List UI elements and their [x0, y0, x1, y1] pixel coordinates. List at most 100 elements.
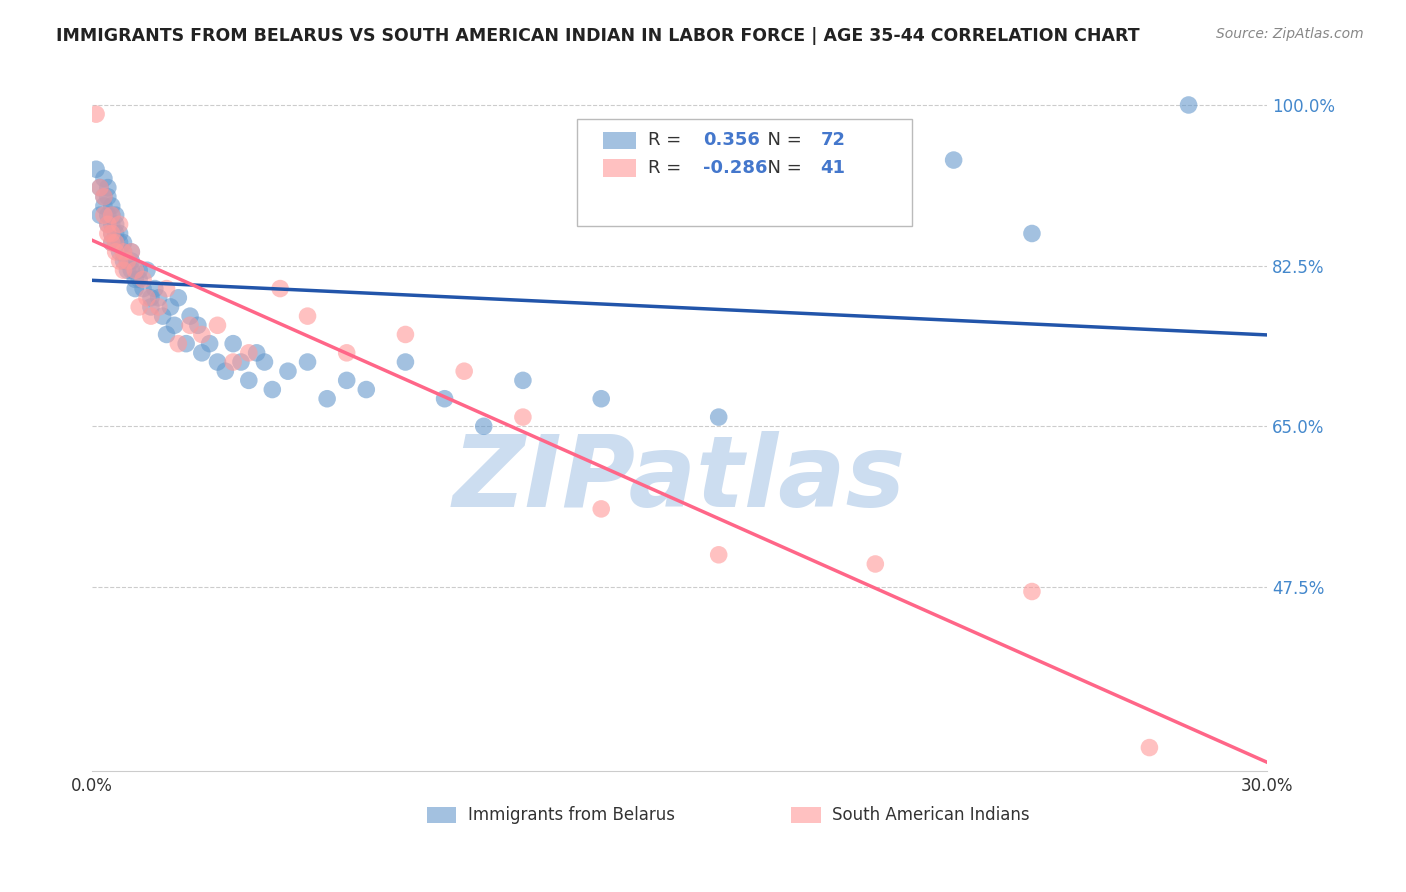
Point [97, 180, 120, 194]
Point [93, 190, 115, 204]
Point [97, 217, 120, 231]
Point [591, 392, 613, 406]
Point [222, 336, 245, 351]
Point [97, 190, 120, 204]
Text: Source: ZipAtlas.com: Source: ZipAtlas.com [1216, 27, 1364, 41]
Point [128, 300, 150, 314]
Point [1139, 740, 1161, 755]
Point [207, 355, 229, 369]
Point [336, 346, 359, 360]
Point [112, 235, 135, 250]
Point [100, 217, 122, 231]
Point [112, 254, 135, 268]
Point [207, 318, 229, 333]
Point [512, 410, 534, 425]
Point [97, 208, 120, 222]
Point [112, 244, 135, 259]
Point [117, 254, 139, 268]
Point [104, 208, 127, 222]
Text: N =: N = [756, 159, 807, 177]
Point [100, 199, 122, 213]
Point [942, 153, 965, 167]
Point [148, 291, 170, 305]
Text: 72: 72 [821, 131, 845, 149]
Point [84, 162, 107, 177]
Point [277, 364, 299, 378]
Point [253, 355, 276, 369]
Point [139, 291, 162, 305]
Point [174, 336, 197, 351]
Point [120, 244, 142, 259]
Point [97, 227, 120, 241]
Point [108, 235, 131, 250]
Point [179, 309, 201, 323]
Point [148, 300, 170, 314]
Point [238, 373, 260, 387]
Point [167, 291, 190, 305]
Point [132, 282, 155, 296]
Point [128, 272, 150, 286]
Point [394, 355, 416, 369]
Point [707, 548, 730, 562]
Point [128, 263, 150, 277]
Point [246, 346, 269, 360]
Point [100, 208, 122, 222]
Point [139, 309, 162, 323]
FancyBboxPatch shape [578, 119, 912, 227]
FancyBboxPatch shape [603, 131, 636, 149]
Point [198, 336, 221, 351]
Text: -0.286: -0.286 [703, 159, 768, 177]
Point [89, 208, 111, 222]
Point [262, 383, 284, 397]
Point [238, 346, 260, 360]
Point [1021, 227, 1043, 241]
Point [112, 263, 135, 277]
Point [433, 392, 456, 406]
Point [97, 217, 120, 231]
Point [179, 318, 201, 333]
Point [93, 208, 115, 222]
Text: Immigrants from Belarus: Immigrants from Belarus [468, 805, 675, 824]
Point [707, 410, 730, 425]
Point [112, 244, 135, 259]
Point [865, 557, 887, 571]
Point [100, 208, 122, 222]
Point [132, 272, 155, 286]
FancyBboxPatch shape [427, 807, 457, 822]
Point [100, 227, 122, 241]
Point [155, 282, 177, 296]
Point [100, 235, 122, 250]
Point [1177, 98, 1199, 112]
Text: R =: R = [648, 131, 686, 149]
Point [124, 263, 146, 277]
Point [591, 502, 613, 516]
Point [472, 419, 495, 434]
Point [100, 227, 122, 241]
Point [100, 235, 122, 250]
Point [453, 364, 475, 378]
Point [167, 336, 190, 351]
Point [136, 263, 159, 277]
Point [222, 355, 245, 369]
Point [512, 373, 534, 387]
Point [84, 107, 107, 121]
Point [120, 263, 142, 277]
Point [124, 282, 146, 296]
Point [297, 355, 319, 369]
Point [117, 254, 139, 268]
Point [229, 355, 252, 369]
Point [187, 318, 209, 333]
Point [120, 244, 142, 259]
Point [191, 327, 214, 342]
Point [316, 392, 339, 406]
Point [104, 217, 127, 231]
Point [1021, 584, 1043, 599]
Point [108, 244, 131, 259]
Point [104, 235, 127, 250]
Point [104, 244, 127, 259]
Point [356, 383, 378, 397]
Point [104, 235, 127, 250]
Point [93, 190, 115, 204]
Text: 41: 41 [821, 159, 845, 177]
Point [108, 217, 131, 231]
